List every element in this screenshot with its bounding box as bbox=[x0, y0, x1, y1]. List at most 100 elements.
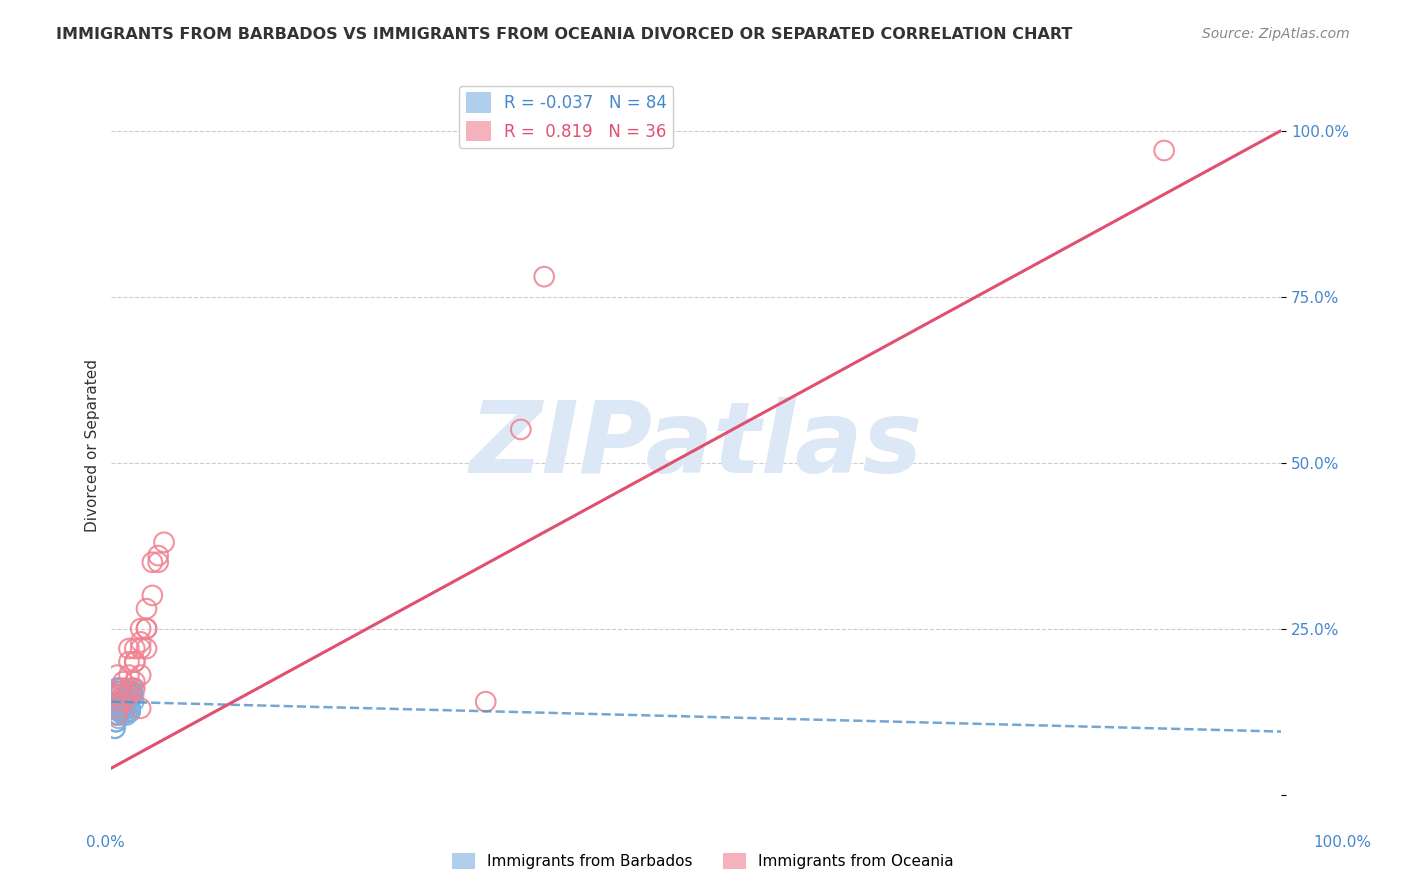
Point bbox=[112, 698, 135, 712]
Point bbox=[118, 691, 141, 706]
Point bbox=[111, 705, 134, 719]
Point bbox=[115, 695, 138, 709]
Point bbox=[105, 695, 128, 709]
Point bbox=[124, 674, 146, 689]
Point bbox=[110, 681, 132, 696]
Point bbox=[105, 714, 128, 729]
Point bbox=[114, 695, 136, 709]
Point bbox=[129, 641, 152, 656]
Point bbox=[135, 601, 157, 615]
Point bbox=[148, 555, 170, 569]
Point bbox=[105, 684, 128, 698]
Point bbox=[112, 695, 135, 709]
Point bbox=[115, 701, 138, 715]
Point bbox=[111, 695, 134, 709]
Point bbox=[153, 535, 176, 549]
Point bbox=[112, 708, 135, 723]
Point bbox=[105, 701, 128, 715]
Point bbox=[118, 688, 141, 702]
Point bbox=[148, 549, 170, 563]
Point bbox=[120, 688, 142, 702]
Point bbox=[112, 698, 135, 712]
Point bbox=[107, 688, 129, 702]
Text: 0.0%: 0.0% bbox=[86, 836, 125, 850]
Point bbox=[112, 688, 135, 702]
Point bbox=[108, 698, 131, 712]
Point bbox=[112, 681, 135, 696]
Point bbox=[110, 684, 132, 698]
Point bbox=[114, 701, 136, 715]
Point bbox=[111, 698, 134, 712]
Point bbox=[110, 705, 132, 719]
Point bbox=[104, 721, 127, 735]
Point bbox=[104, 721, 127, 735]
Point bbox=[118, 688, 141, 702]
Point bbox=[124, 655, 146, 669]
Point bbox=[129, 622, 152, 636]
Point bbox=[108, 705, 131, 719]
Point bbox=[112, 695, 135, 709]
Legend: Immigrants from Barbados, Immigrants from Oceania: Immigrants from Barbados, Immigrants fro… bbox=[446, 847, 960, 875]
Point bbox=[115, 708, 138, 723]
Point bbox=[120, 691, 142, 706]
Point bbox=[108, 701, 131, 715]
Point bbox=[107, 711, 129, 725]
Point bbox=[112, 691, 135, 706]
Point bbox=[474, 695, 496, 709]
Point bbox=[114, 695, 136, 709]
Y-axis label: Divorced or Separated: Divorced or Separated bbox=[86, 359, 100, 533]
Point bbox=[118, 681, 141, 696]
Point bbox=[112, 695, 135, 709]
Point bbox=[114, 698, 136, 712]
Point bbox=[112, 695, 135, 709]
Point bbox=[120, 691, 142, 706]
Point bbox=[124, 681, 146, 696]
Point bbox=[112, 701, 135, 715]
Point bbox=[112, 674, 135, 689]
Point bbox=[105, 668, 128, 682]
Point bbox=[110, 695, 132, 709]
Point bbox=[124, 641, 146, 656]
Point bbox=[115, 695, 138, 709]
Point bbox=[117, 705, 139, 719]
Point bbox=[114, 695, 136, 709]
Point bbox=[121, 684, 143, 698]
Point bbox=[120, 688, 142, 702]
Point bbox=[105, 688, 128, 702]
Point bbox=[118, 668, 141, 682]
Point bbox=[122, 695, 145, 709]
Point bbox=[115, 698, 138, 712]
Text: ZIPatlas: ZIPatlas bbox=[470, 398, 922, 494]
Point bbox=[112, 698, 135, 712]
Point bbox=[110, 684, 132, 698]
Point bbox=[117, 695, 139, 709]
Point bbox=[111, 695, 134, 709]
Point bbox=[117, 691, 139, 706]
Point bbox=[120, 684, 142, 698]
Legend: R = -0.037   N = 84, R =  0.819   N = 36: R = -0.037 N = 84, R = 0.819 N = 36 bbox=[458, 86, 673, 148]
Point bbox=[105, 681, 128, 696]
Point bbox=[117, 691, 139, 706]
Point bbox=[105, 681, 128, 696]
Point bbox=[120, 705, 142, 719]
Point bbox=[114, 691, 136, 706]
Point bbox=[117, 691, 139, 706]
Point bbox=[105, 708, 128, 723]
Point bbox=[118, 691, 141, 706]
Point bbox=[110, 701, 132, 715]
Point bbox=[108, 681, 131, 696]
Point bbox=[509, 422, 531, 436]
Point bbox=[141, 589, 163, 603]
Point bbox=[120, 701, 142, 715]
Point bbox=[107, 688, 129, 702]
Point bbox=[135, 622, 157, 636]
Point bbox=[105, 714, 128, 729]
Point bbox=[108, 705, 131, 719]
Text: Source: ZipAtlas.com: Source: ZipAtlas.com bbox=[1202, 27, 1350, 41]
Point bbox=[108, 705, 131, 719]
Text: 100.0%: 100.0% bbox=[1313, 836, 1372, 850]
Point bbox=[122, 688, 145, 702]
Point bbox=[118, 655, 141, 669]
Point bbox=[111, 698, 134, 712]
Point bbox=[110, 691, 132, 706]
